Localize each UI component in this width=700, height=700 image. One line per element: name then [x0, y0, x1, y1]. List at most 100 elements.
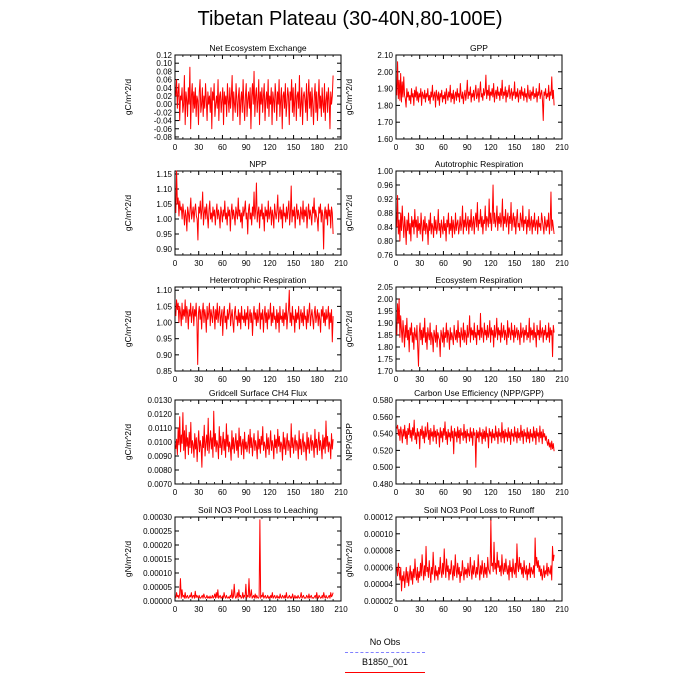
- panel-heterotrophic-respiration-series-line-0: [175, 289, 334, 366]
- panel-gridcell-surface-ch4-flux: Gridcell Surface CH4 Flux gC/m^2/d 0 30 60 90…: [123, 388, 348, 497]
- panel-carbon-use-efficiency-npp-gpp: Carbon Use Efficiency (NPP/GPP) NPP/GPP 0 3…: [344, 388, 569, 497]
- panel-soil-no3-pool-loss-to-runoff-xtick-label-180: 180: [532, 605, 546, 614]
- panel-gridcell-surface-ch4-flux-xtick-label-210: 210: [334, 488, 348, 497]
- panel-net-ecosystem-exchange-title: Net Ecosystem Exchange: [209, 43, 307, 53]
- panel-soil-no3-pool-loss-to-runoff-ytick-label-2: 0.00006: [364, 563, 393, 572]
- panel-autotrophic-respiration-ytick-label-1: 0.80: [377, 237, 393, 246]
- panel-npp-xtick-label-150: 150: [287, 259, 301, 268]
- panel-net-ecosystem-exchange-xtick-label-150: 150: [287, 143, 301, 152]
- panel-soil-no3-pool-loss-to-leaching-ytick-label-0: 0.00000: [143, 597, 172, 606]
- panel-carbon-use-efficiency-npp-gpp-xtick-label-210: 210: [555, 488, 569, 497]
- panel-npp-series-line-0: [175, 170, 334, 250]
- panel-soil-no3-pool-loss-to-leaching-frame: [174, 516, 342, 602]
- panel-soil-no3-pool-loss-to-runoff-xtick-label-60: 60: [439, 605, 448, 614]
- panel-carbon-use-efficiency-npp-gpp-frame: [395, 399, 563, 485]
- panel-heterotrophic-respiration-xtick-label-180: 180: [311, 375, 325, 384]
- panel-heterotrophic-respiration-ytick-label-2: 0.95: [156, 335, 172, 344]
- panel-autotrophic-respiration-ytick-label-4: 0.92: [377, 195, 393, 204]
- panel-npp-xtick-label-0: 0: [173, 259, 178, 268]
- panel-soil-no3-pool-loss-to-leaching-xtick-label-180: 180: [311, 605, 325, 614]
- panel-ecosystem-respiration-xtick-label-150: 150: [508, 375, 522, 384]
- panel-heterotrophic-respiration-xtick-label-120: 120: [263, 375, 277, 384]
- panel-gridcell-surface-ch4-flux-xtick-label-150: 150: [287, 488, 301, 497]
- panel-gpp-ytick-label-2: 1.80: [377, 101, 393, 110]
- panel-gpp-xtick-label-150: 150: [508, 143, 522, 152]
- panel-net-ecosystem-exchange-ytick-label-7: 0.06: [156, 76, 172, 85]
- panel-npp-ytick-label-3: 1.05: [156, 200, 172, 209]
- panel-heterotrophic-respiration-title: Heterotrophic Respiration: [210, 275, 307, 285]
- panel-net-ecosystem-exchange: Net Ecosystem Exchange gC/m^2/d 0 30 60 90 120…: [123, 43, 348, 152]
- panel-net-ecosystem-exchange-frame: [174, 54, 342, 140]
- panel-heterotrophic-respiration-xtick-label-210: 210: [334, 375, 348, 384]
- panel-heterotrophic-respiration-xtick-label-30: 30: [194, 375, 203, 384]
- panel-gridcell-surface-ch4-flux-xtick-label-90: 90: [242, 488, 251, 497]
- panel-heterotrophic-respiration-ytick-label-4: 1.05: [156, 302, 172, 311]
- panel-autotrophic-respiration-xtick-label-60: 60: [439, 259, 448, 268]
- panel-net-ecosystem-exchange-ytick-label-9: 0.10: [156, 59, 172, 68]
- panel-ecosystem-respiration-xtick-label-210: 210: [555, 375, 569, 384]
- panel-autotrophic-respiration-xtick-label-180: 180: [532, 259, 546, 268]
- panel-autotrophic-respiration-ytick-label-2: 0.84: [377, 223, 393, 232]
- panel-carbon-use-efficiency-npp-gpp-xtick-label-120: 120: [484, 488, 498, 497]
- panel-net-ecosystem-exchange-ytick-label-5: 0.02: [156, 92, 172, 101]
- panel-heterotrophic-respiration-ytick-label-1: 0.90: [156, 351, 172, 360]
- panel-soil-no3-pool-loss-to-runoff-series-line-0: [396, 519, 555, 592]
- panel-autotrophic-respiration-xtick-label-150: 150: [508, 259, 522, 268]
- panel-gridcell-surface-ch4-flux-ylabel: gC/m^2/d: [123, 424, 133, 460]
- panel-gpp-xtick-label-120: 120: [484, 143, 498, 152]
- panel-npp-xtick-label-60: 60: [218, 259, 227, 268]
- panel-carbon-use-efficiency-npp-gpp-xtick-label-90: 90: [463, 488, 472, 497]
- panel-autotrophic-respiration-ytick-label-0: 0.76: [377, 251, 393, 260]
- panel-soil-no3-pool-loss-to-leaching-xtick-label-90: 90: [242, 605, 251, 614]
- panel-soil-no3-pool-loss-to-runoff-ytick-label-0: 0.00002: [364, 597, 393, 606]
- panel-autotrophic-respiration-xtick-label-210: 210: [555, 259, 569, 268]
- panel-gridcell-surface-ch4-flux-xtick-label-120: 120: [263, 488, 277, 497]
- panel-ecosystem-respiration-ylabel: gC/m^2/d: [344, 311, 354, 347]
- panel-ecosystem-respiration-xtick-label-120: 120: [484, 375, 498, 384]
- panel-net-ecosystem-exchange-xtick-label-0: 0: [173, 143, 178, 152]
- panel-npp-title: NPP: [249, 159, 267, 169]
- panel-net-ecosystem-exchange-ytick-label-6: 0.04: [156, 84, 172, 93]
- panel-heterotrophic-respiration-ylabel: gC/m^2/d: [123, 311, 133, 347]
- panel-ecosystem-respiration-xtick-label-180: 180: [532, 375, 546, 384]
- panel-ecosystem-respiration-ytick-label-2: 1.80: [377, 343, 393, 352]
- panel-heterotrophic-respiration-ytick-label-5: 1.10: [156, 286, 172, 295]
- panel-soil-no3-pool-loss-to-leaching-xtick-label-150: 150: [287, 605, 301, 614]
- panel-heterotrophic-respiration-xtick-label-90: 90: [242, 375, 251, 384]
- panel-soil-no3-pool-loss-to-leaching-xtick-label-60: 60: [218, 605, 227, 614]
- panel-gpp-xtick-label-180: 180: [532, 143, 546, 152]
- panel-soil-no3-pool-loss-to-leaching-ytick-label-5: 0.00025: [143, 527, 172, 536]
- panel-carbon-use-efficiency-npp-gpp-ytick-label-5: 0.580: [373, 396, 394, 405]
- panel-net-ecosystem-exchange-ylabel: gC/m^2/d: [123, 79, 133, 115]
- panel-net-ecosystem-exchange-xtick-label-90: 90: [242, 143, 251, 152]
- panel-autotrophic-respiration-xtick-label-120: 120: [484, 259, 498, 268]
- panel-gpp-xtick-label-60: 60: [439, 143, 448, 152]
- panel-npp-ytick-label-4: 1.10: [156, 185, 172, 194]
- panel-soil-no3-pool-loss-to-runoff-xtick-label-30: 30: [415, 605, 424, 614]
- panel-soil-no3-pool-loss-to-runoff-xtick-label-150: 150: [508, 605, 522, 614]
- panel-autotrophic-respiration-series-line-0: [396, 184, 555, 245]
- panel-gridcell-surface-ch4-flux-ytick-label-5: 0.0120: [148, 410, 173, 419]
- panel-gridcell-surface-ch4-flux-title: Gridcell Surface CH4 Flux: [209, 388, 308, 398]
- panel-net-ecosystem-exchange-ytick-label-10: 0.12: [156, 51, 172, 60]
- panel-npp-xtick-label-120: 120: [263, 259, 277, 268]
- panel-net-ecosystem-exchange-xtick-label-120: 120: [263, 143, 277, 152]
- panel-autotrophic-respiration-xtick-label-90: 90: [463, 259, 472, 268]
- panel-ecosystem-respiration-xtick-label-90: 90: [463, 375, 472, 384]
- panel-heterotrophic-respiration-xtick-label-60: 60: [218, 375, 227, 384]
- panel-net-ecosystem-exchange-xtick-label-180: 180: [311, 143, 325, 152]
- panel-soil-no3-pool-loss-to-leaching-xtick-label-210: 210: [334, 605, 348, 614]
- panel-net-ecosystem-exchange-ytick-label-8: 0.08: [156, 67, 172, 76]
- panel-ecosystem-respiration-ytick-label-7: 2.05: [377, 283, 393, 292]
- panel-heterotrophic-respiration-xtick-label-0: 0: [173, 375, 178, 384]
- panel-npp-ytick-label-0: 0.90: [156, 245, 172, 254]
- panel-gridcell-surface-ch4-flux-ytick-label-0: 0.0070: [148, 480, 173, 489]
- page-title: Tibetan Plateau (30-40N,80-100E): [197, 8, 503, 30]
- panel-npp-ytick-label-5: 1.15: [156, 170, 172, 179]
- panel-carbon-use-efficiency-npp-gpp-ytick-label-3: 0.540: [373, 430, 394, 439]
- panel-ecosystem-respiration-xtick-label-0: 0: [394, 375, 399, 384]
- panel-soil-no3-pool-loss-to-runoff-ylabel: gN/m^2/d: [344, 541, 354, 577]
- panel-carbon-use-efficiency-npp-gpp-ytick-label-0: 0.480: [373, 480, 394, 489]
- panel-gpp-xtick-label-90: 90: [463, 143, 472, 152]
